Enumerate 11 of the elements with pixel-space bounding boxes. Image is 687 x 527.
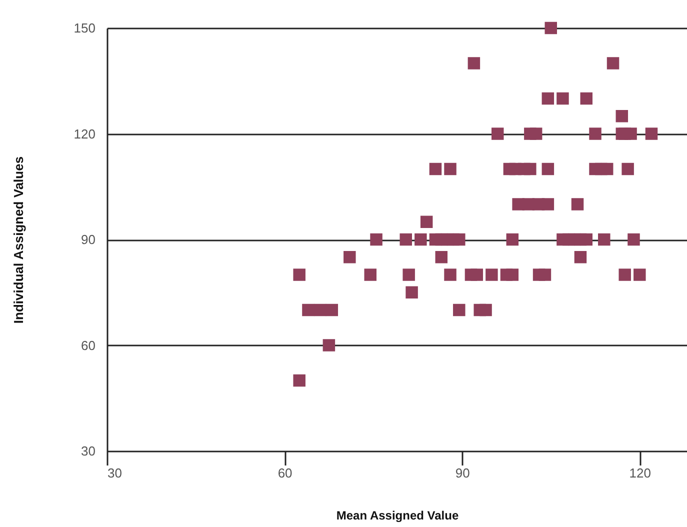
x-tick-label: 60	[278, 466, 292, 480]
y-tick-label: 120	[74, 126, 96, 142]
y-axis-title: Individual Assigned Values	[10, 156, 26, 324]
x-tick-label: 120	[629, 466, 652, 480]
y-tick-label: 60	[81, 338, 96, 353]
y-tick-label: 150	[74, 20, 96, 36]
x-tick-label: 30	[108, 466, 122, 480]
y-tick-label: 30	[81, 444, 96, 458]
x-tick-label: 90	[455, 466, 470, 480]
y-tick-label: 90	[81, 232, 96, 247]
x-axis-title: Mean Assigned Value	[336, 508, 459, 522]
